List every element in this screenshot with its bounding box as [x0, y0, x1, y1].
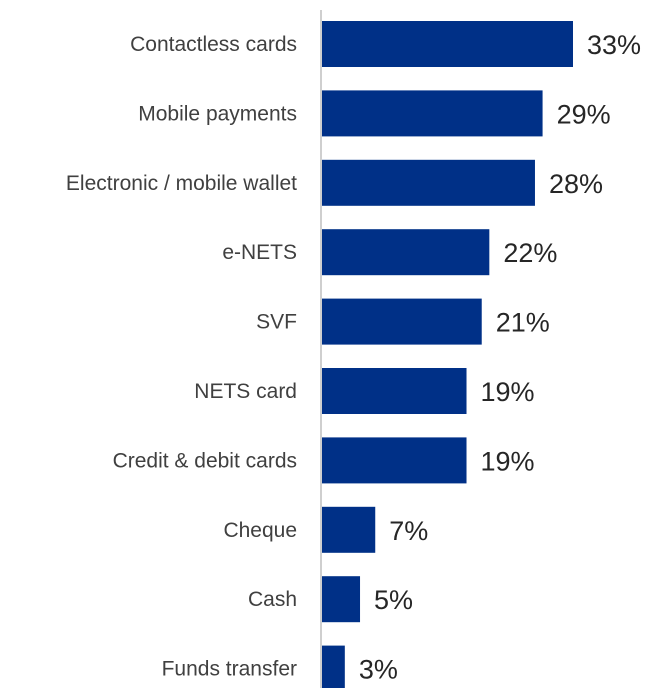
bars-group: [322, 21, 573, 692]
bar-cash: [322, 576, 361, 623]
value-labels-group: 33% 29% 28% 22% 21% 19% 19% 7% 5% 3%: [359, 30, 641, 685]
bar-nets-card: [322, 368, 467, 414]
value-label-mobile-payments: 29%: [557, 99, 611, 129]
value-label-cash: 5%: [374, 585, 413, 615]
category-label-electronic-mobile-wallet: Electronic / mobile wallet: [66, 172, 297, 195]
category-label-cheque: Cheque: [223, 519, 297, 542]
category-label-cash: Cash: [248, 588, 297, 611]
bar-mobile-payments: [322, 90, 543, 137]
bar-funds-transfer: [322, 645, 345, 692]
bar-credit-and-debit-cards: [322, 437, 467, 484]
value-label-cheque: 7%: [389, 516, 428, 546]
value-label-electronic-mobile-wallet: 28%: [549, 169, 603, 199]
bar-electronic-mobile-wallet: [322, 159, 535, 206]
value-label-funds-transfer: 3%: [359, 655, 398, 685]
bar-cheque: [322, 506, 376, 553]
value-label-e-nets: 22%: [503, 238, 557, 268]
value-label-contactless-cards: 33%: [587, 30, 641, 60]
bar-contactless-cards: [322, 21, 573, 67]
category-label-nets-card: NETS card: [194, 380, 297, 403]
category-label-credit-and-debit-cards: Credit & debit cards: [113, 449, 297, 472]
bar-e-nets: [322, 229, 490, 276]
category-label-contactless-cards: Contactless cards: [130, 33, 297, 56]
category-label-funds-transfer: Funds transfer: [162, 658, 297, 681]
value-label-svf: 21%: [496, 308, 550, 338]
category-label-svf: SVF: [256, 311, 297, 334]
category-labels-group: Contactless cards Mobile payments Electron…: [66, 33, 297, 681]
value-label-credit-and-debit-cards: 19%: [481, 446, 535, 476]
bar-svf: [322, 298, 482, 345]
value-label-nets-card: 19%: [481, 377, 535, 407]
category-label-e-nets: e-NETS: [222, 241, 297, 264]
category-label-mobile-payments: Mobile payments: [138, 102, 297, 125]
